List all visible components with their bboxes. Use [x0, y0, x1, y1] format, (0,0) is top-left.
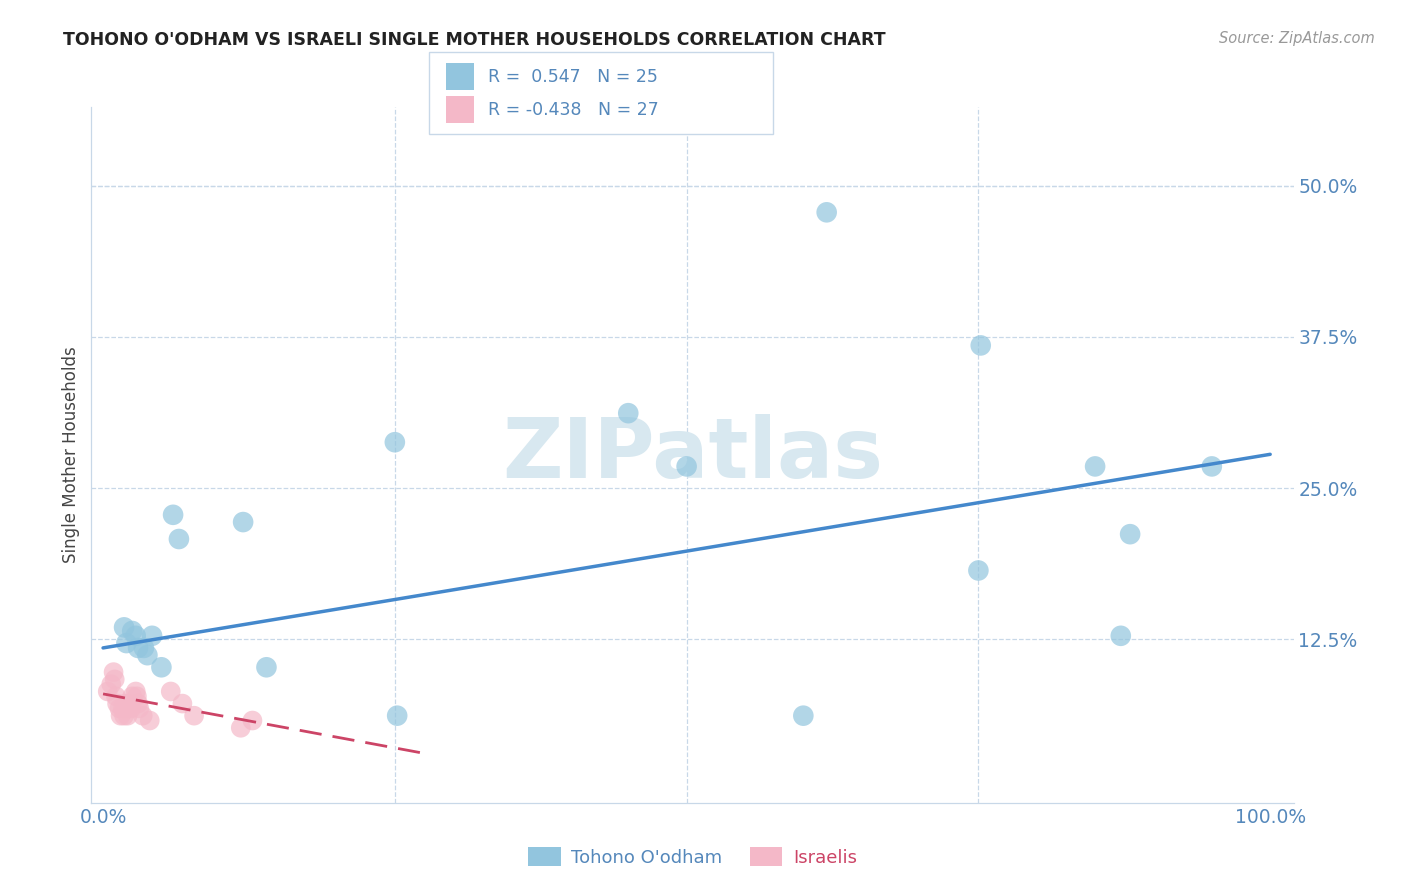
Point [108, 701, 131, 715]
Point [105, 697, 128, 711]
Point [97, 684, 120, 698]
Point [815, 205, 838, 219]
Point [159, 684, 181, 698]
Point [136, 648, 159, 663]
Point [117, 708, 139, 723]
Point [141, 629, 163, 643]
Point [1084, 459, 1107, 474]
Point [385, 708, 408, 723]
Point [104, 673, 127, 687]
Point [112, 708, 135, 723]
Point [1201, 459, 1223, 474]
Point [115, 701, 138, 715]
Point [103, 665, 125, 679]
Point [150, 660, 173, 674]
Point [172, 697, 194, 711]
Text: Source: ZipAtlas.com: Source: ZipAtlas.com [1219, 31, 1375, 46]
Point [232, 515, 254, 529]
Point [121, 624, 143, 638]
Point [111, 701, 134, 715]
Point [167, 532, 190, 546]
Point [967, 564, 990, 578]
Point [256, 660, 278, 674]
Text: TOHONO O'ODHAM VS ISRAELI SINGLE MOTHER HOUSEHOLDS CORRELATION CHART: TOHONO O'ODHAM VS ISRAELI SINGLE MOTHER … [63, 31, 886, 49]
Point [127, 697, 149, 711]
Point [114, 697, 136, 711]
Point [125, 684, 148, 698]
Y-axis label: Single Mother Households: Single Mother Households [62, 347, 80, 563]
Text: ZIPatlas: ZIPatlas [502, 415, 883, 495]
Text: R = -0.438   N = 27: R = -0.438 N = 27 [488, 101, 658, 119]
Point [162, 508, 184, 522]
Legend: Tohono O'odham, Israelis: Tohono O'odham, Israelis [520, 840, 865, 874]
Point [115, 636, 138, 650]
Point [1119, 527, 1142, 541]
Point [132, 708, 155, 723]
Point [1109, 629, 1132, 643]
Point [127, 640, 149, 655]
Point [120, 701, 142, 715]
Point [970, 338, 993, 352]
Point [675, 459, 697, 474]
Point [110, 708, 132, 723]
Point [100, 677, 122, 691]
Point [132, 640, 155, 655]
Point [139, 714, 162, 728]
Point [125, 629, 148, 643]
Point [229, 721, 252, 735]
Text: R =  0.547   N = 25: R = 0.547 N = 25 [488, 68, 658, 86]
Point [125, 690, 148, 704]
Point [792, 708, 814, 723]
Point [617, 406, 640, 420]
Point [384, 435, 406, 450]
Point [118, 697, 141, 711]
Point [104, 690, 127, 704]
Point [112, 620, 135, 634]
Point [183, 708, 205, 723]
Point [128, 701, 150, 715]
Point [121, 690, 143, 704]
Point [242, 714, 264, 728]
